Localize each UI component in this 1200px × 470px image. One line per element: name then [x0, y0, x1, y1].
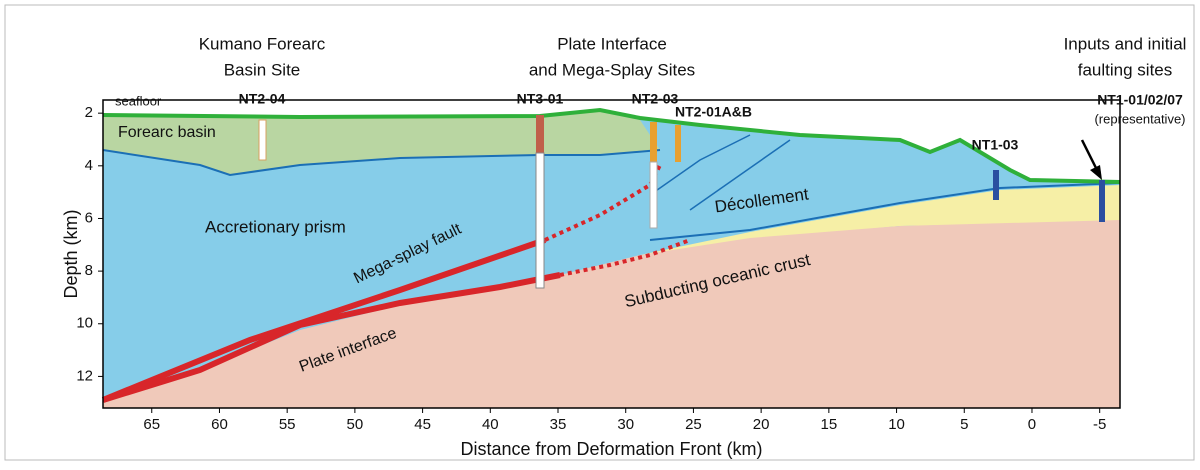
y-axis-label: Depth (km): [61, 209, 81, 298]
site-label: NT1-03: [972, 137, 1019, 153]
x-tick-label: 5: [960, 416, 968, 433]
borehole: [650, 162, 657, 228]
region-label: seafloor: [115, 93, 162, 108]
site-group-header: Basin Site: [224, 60, 301, 79]
y-tick-label: 2: [85, 104, 93, 121]
site-label: NT2-04: [239, 91, 286, 107]
site-group-header: Plate Interface: [557, 34, 667, 53]
site-label: NT3-01: [517, 91, 564, 107]
borehole: [675, 125, 681, 162]
site-group-header: Inputs and initial: [1064, 34, 1187, 53]
x-tick-label: 60: [211, 416, 228, 433]
y-tick-label: 8: [85, 262, 93, 279]
x-tick-label: 10: [888, 416, 905, 433]
cross-section: [103, 100, 1120, 408]
y-tick-label: 6: [85, 209, 93, 226]
x-tick-label: 15: [821, 416, 838, 433]
y-tick-label: 12: [76, 367, 93, 384]
x-tick-label: 55: [279, 416, 296, 433]
site-group-header: faulting sites: [1078, 60, 1173, 79]
y-tick-label: 10: [76, 315, 93, 332]
site-label: NT1-01/02/07: [1097, 92, 1183, 108]
region-label: Forearc basin: [118, 124, 216, 141]
site-group-header: and Mega-Splay Sites: [529, 60, 695, 79]
region-label: Accretionary prism: [205, 217, 346, 236]
site-group-header: Kumano Forearc: [199, 34, 326, 53]
borehole: [536, 115, 544, 153]
site-note: (representative): [1094, 111, 1185, 126]
borehole: [650, 122, 657, 162]
x-tick-label: 25: [685, 416, 702, 433]
borehole: [993, 170, 999, 200]
x-tick-label: 45: [414, 416, 431, 433]
borehole: [1099, 180, 1105, 222]
site-label: NT2-03: [632, 91, 679, 107]
x-tick-label: 50: [347, 416, 364, 433]
x-tick-label: 65: [143, 416, 160, 433]
x-tick-label: 35: [550, 416, 567, 433]
arrow: [1082, 140, 1098, 172]
figure: 65605550454035302520151050-524681012Dist…: [0, 0, 1200, 465]
borehole: [259, 120, 266, 160]
borehole: [536, 153, 544, 288]
x-tick-label: 30: [617, 416, 634, 433]
x-axis-label: Distance from Deformation Front (km): [460, 439, 762, 459]
arrow-head: [1090, 165, 1102, 180]
y-tick-label: 4: [85, 157, 93, 174]
site-label: NT2-01A&B: [675, 104, 752, 120]
x-tick-label: 20: [753, 416, 770, 433]
x-tick-label: 40: [482, 416, 499, 433]
x-tick-label: -5: [1093, 416, 1106, 433]
x-tick-label: 0: [1028, 416, 1036, 433]
